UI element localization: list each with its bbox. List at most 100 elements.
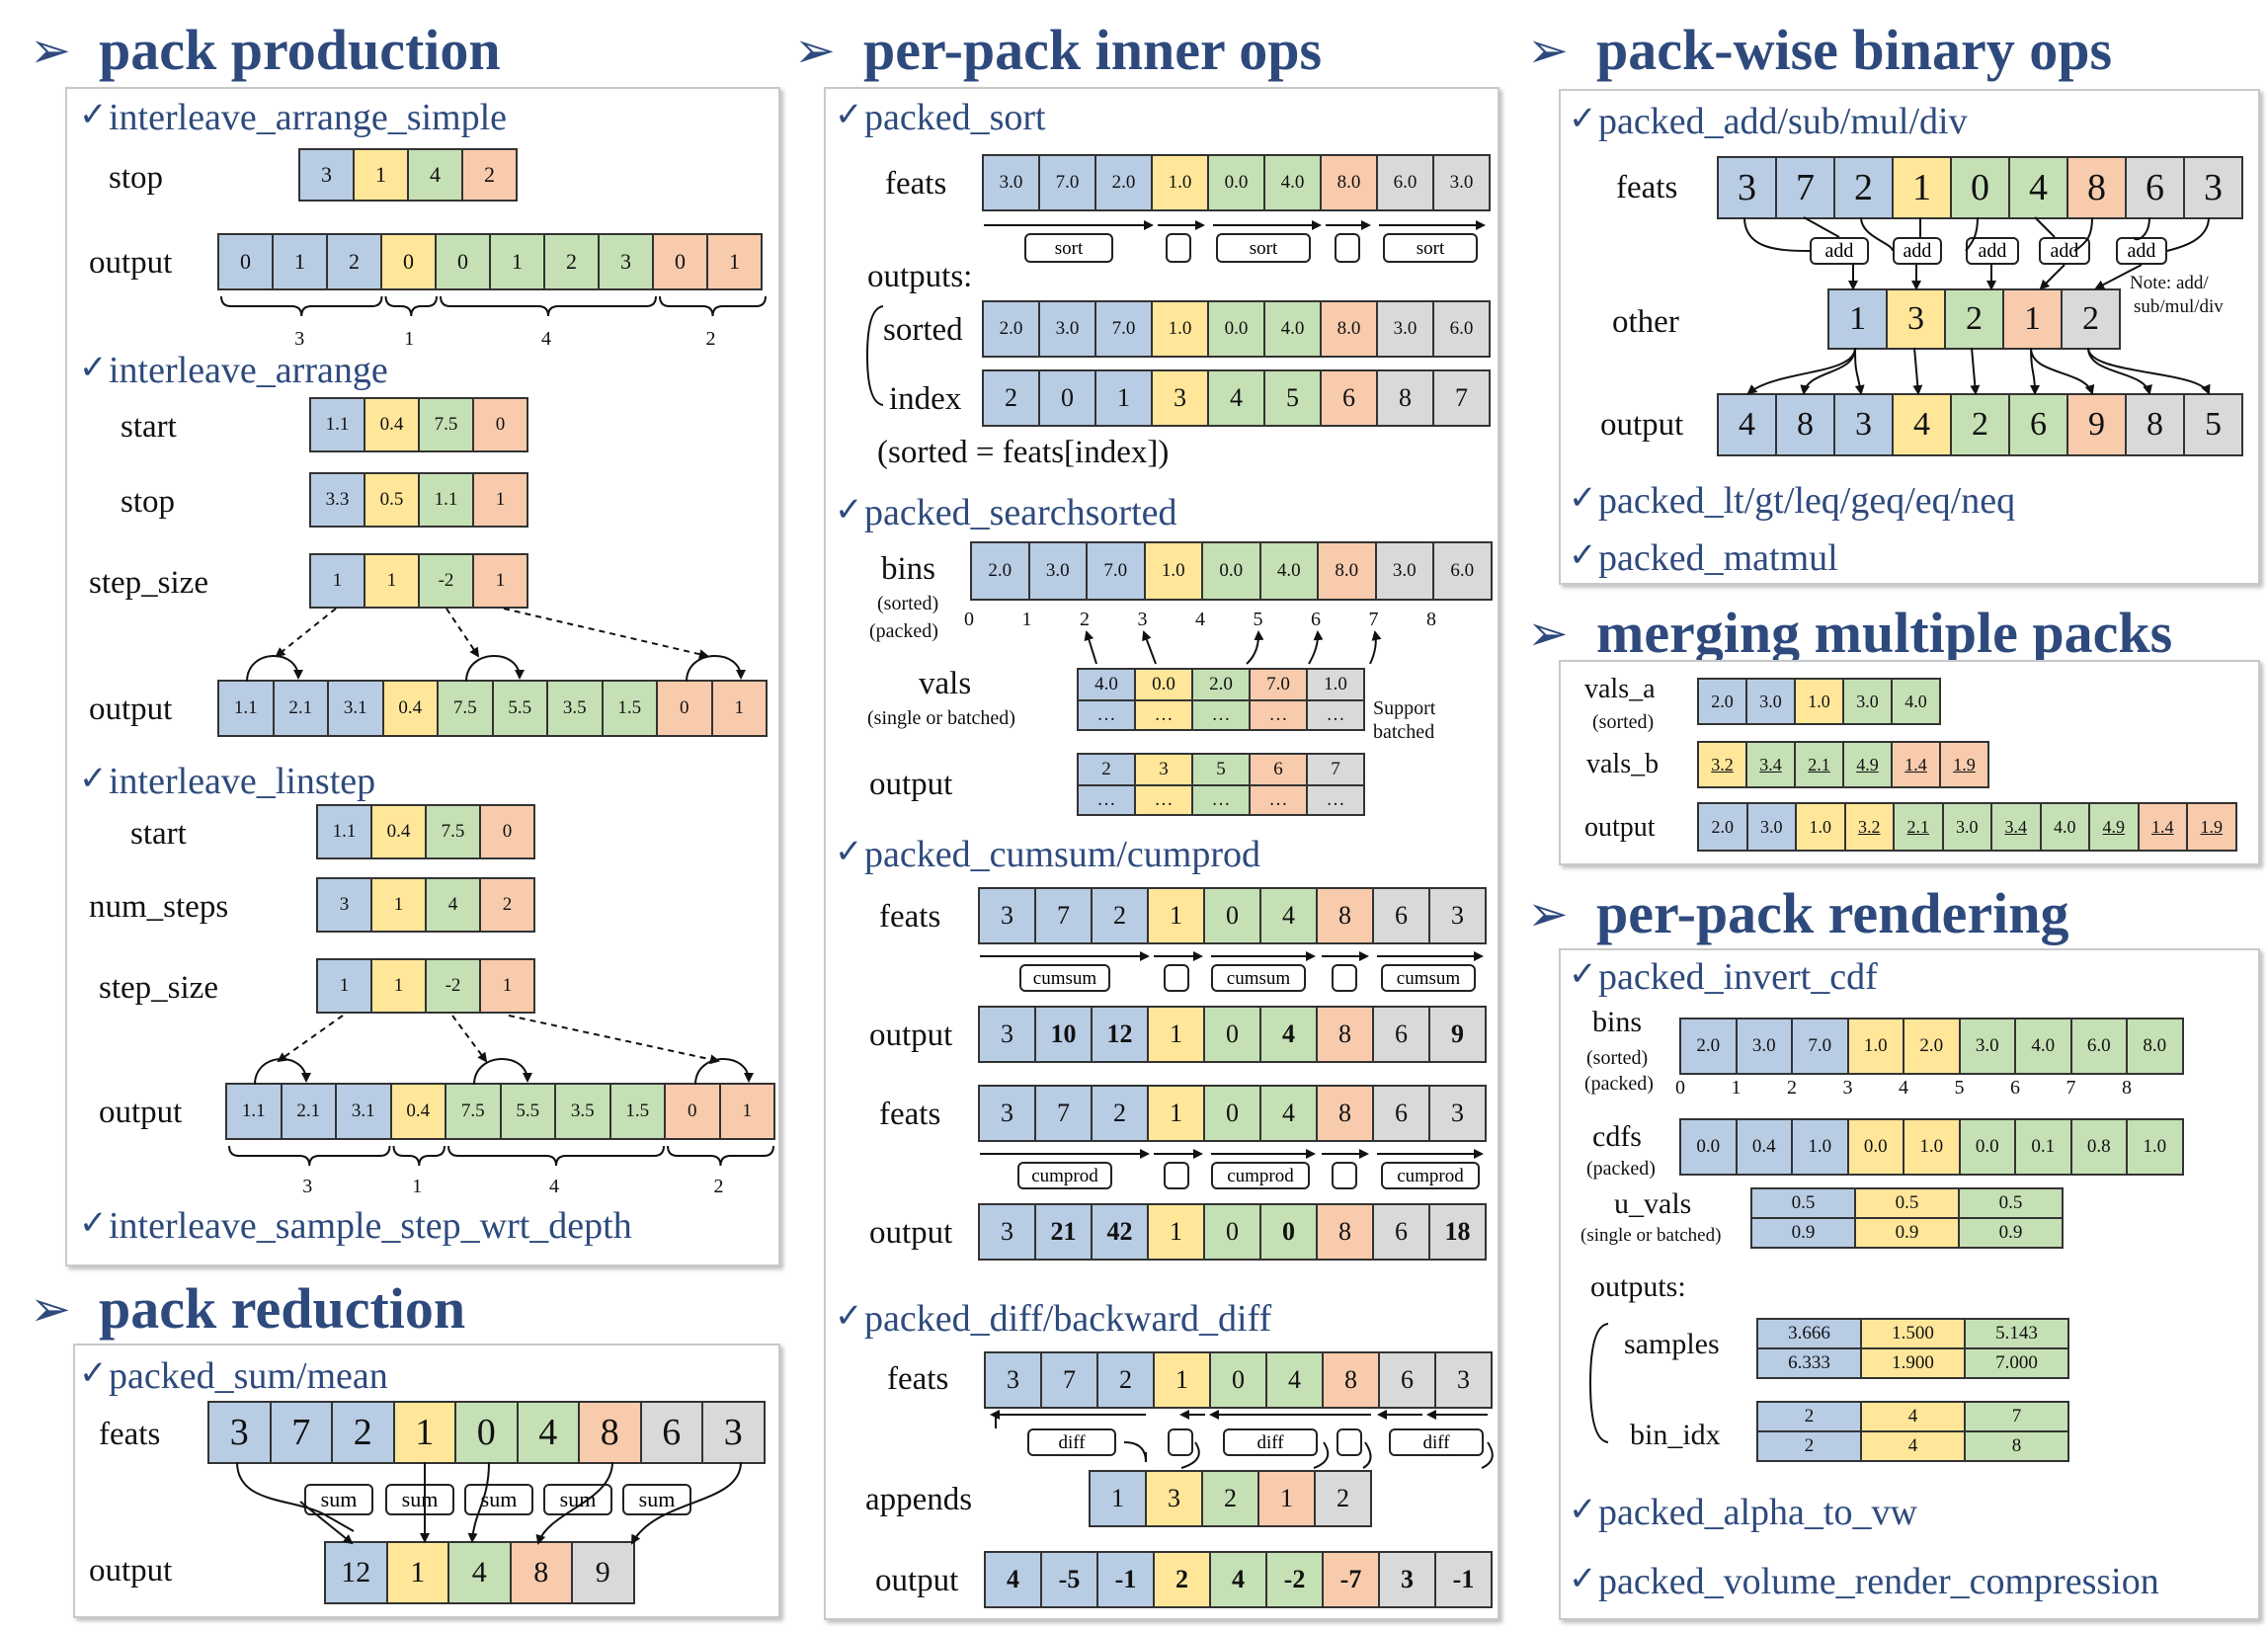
cell: 1.0 bbox=[2128, 1120, 2184, 1176]
cell: 21 bbox=[1036, 1205, 1093, 1261]
cell: 0.5 bbox=[1856, 1189, 1960, 1219]
op-box: cumsum bbox=[1211, 964, 1306, 992]
op-box bbox=[1164, 1162, 1189, 1189]
cell: … bbox=[1079, 786, 1136, 816]
cell: 7.000 bbox=[1966, 1349, 2069, 1379]
cell: 7 bbox=[1042, 1353, 1098, 1409]
cell: 4 bbox=[518, 1403, 580, 1464]
cell: 3.3 bbox=[311, 474, 365, 528]
cell: … bbox=[1079, 701, 1136, 731]
cell: 1.9 bbox=[2188, 804, 2237, 852]
cell: 8 bbox=[1378, 371, 1434, 427]
cell: 1 bbox=[1149, 889, 1205, 944]
cell: 8 bbox=[580, 1403, 642, 1464]
cell: 0.0 bbox=[1681, 1120, 1738, 1176]
cell: 2 bbox=[1758, 1403, 1862, 1432]
cell-row: 0.5 0.5 0.5 bbox=[1750, 1187, 2064, 1219]
index-label: 2 bbox=[1080, 609, 1090, 630]
cell: 5 bbox=[1193, 755, 1251, 786]
cell: 2 bbox=[1316, 1472, 1372, 1527]
arrowhead-icon: ➢ bbox=[30, 1281, 71, 1337]
cell: 2 bbox=[1079, 755, 1136, 786]
section-title: merging multiple packs bbox=[1596, 601, 2173, 665]
cell: 5 bbox=[1265, 371, 1322, 427]
cell: 2.1 bbox=[274, 682, 329, 737]
cell: 1 bbox=[1091, 1472, 1147, 1527]
cell: 1.900 bbox=[1862, 1349, 1966, 1379]
cell: 1.0 bbox=[1904, 1120, 1961, 1176]
cell: 42 bbox=[1093, 1205, 1149, 1261]
cell: 3.0 bbox=[1747, 804, 1797, 852]
cell: 0 bbox=[219, 235, 274, 290]
cell: 2 bbox=[1946, 290, 2004, 350]
cell: 0.0 bbox=[1209, 156, 1265, 211]
cell: 3 bbox=[1136, 755, 1193, 786]
cell: 3 bbox=[980, 1205, 1036, 1261]
row-label: u_vals bbox=[1614, 1187, 1692, 1220]
row-label: output bbox=[89, 1553, 173, 1589]
cell: 1 bbox=[1155, 1353, 1211, 1409]
cell: 4 bbox=[409, 150, 463, 202]
cell-row: 3.0 7.0 2.0 1.0 0.0 4.0 8.0 6.0 3.0 bbox=[982, 154, 1491, 211]
cell: 1 bbox=[708, 235, 763, 290]
index-label: 0 bbox=[1675, 1077, 1685, 1099]
cell-row: 4 -5 -1 2 4 -2 -7 3 -1 bbox=[984, 1551, 1493, 1608]
row-label: vals_b bbox=[1586, 749, 1660, 779]
cell: 6.0 bbox=[1434, 543, 1493, 601]
cell: 0.0 bbox=[1960, 1120, 2016, 1176]
op-title: interleave_arrange bbox=[109, 350, 388, 391]
cell-row: 0.0 0.4 1.0 0.0 1.0 0.0 0.1 0.8 1.0 bbox=[1679, 1118, 2184, 1176]
index-label: 6 bbox=[2010, 1077, 2020, 1099]
cell: 0 bbox=[382, 235, 437, 290]
cell: 8 bbox=[2068, 158, 2127, 219]
op-box: diff bbox=[1027, 1428, 1116, 1456]
cell: 0.5 bbox=[1960, 1189, 2064, 1219]
cell: 6.0 bbox=[1378, 156, 1434, 211]
cell: 3 bbox=[980, 889, 1036, 944]
cell: 1 bbox=[1149, 1205, 1205, 1261]
row-label: cdfs bbox=[1592, 1120, 1642, 1153]
row-label: feats bbox=[885, 166, 947, 202]
op-title: packed_cumsum/cumprod bbox=[864, 834, 1261, 875]
cell: 1.5 bbox=[603, 682, 658, 737]
checkmark-icon: ✓ bbox=[835, 97, 863, 133]
row-label: start bbox=[130, 816, 187, 852]
brace-label: 1 bbox=[404, 328, 415, 350]
cell: 1.4 bbox=[2139, 804, 2188, 852]
cell: 8 bbox=[1324, 1353, 1380, 1409]
op-box bbox=[1336, 1428, 1362, 1456]
cell: 7.5 bbox=[420, 399, 474, 452]
cell: 4.9 bbox=[1844, 743, 1893, 788]
row-label: vals bbox=[919, 666, 972, 701]
cell: 7.0 bbox=[1251, 670, 1308, 701]
cell: 0.9 bbox=[1856, 1219, 1960, 1249]
cell: 8.0 bbox=[1319, 543, 1377, 601]
op-box: sum bbox=[304, 1484, 373, 1515]
cell: 7 bbox=[1777, 158, 1835, 219]
cell: 2 bbox=[1098, 1353, 1155, 1409]
cell: 3.1 bbox=[337, 1085, 392, 1140]
cell: … bbox=[1251, 786, 1308, 816]
row-label: (sorted = feats[index]) bbox=[877, 435, 1170, 470]
cell: 3 bbox=[1835, 395, 1894, 456]
checkmark-icon: ✓ bbox=[79, 1355, 108, 1392]
op-box bbox=[1332, 1162, 1357, 1189]
cell: 7.0 bbox=[1088, 543, 1146, 601]
cell: 0 bbox=[481, 806, 535, 859]
cell: 2.1 bbox=[1895, 804, 1944, 852]
cell: 3.0 bbox=[1747, 680, 1796, 725]
row-label: output bbox=[869, 1018, 953, 1053]
cell: 2.0 bbox=[1904, 1019, 1961, 1075]
section-title: pack production bbox=[99, 18, 501, 82]
cell: 1.0 bbox=[1308, 670, 1365, 701]
op-box: add bbox=[1810, 237, 1869, 265]
row-sublabel: Support bbox=[1373, 697, 1436, 719]
cell: 6 bbox=[1374, 1008, 1430, 1063]
cell: 3.0 bbox=[1378, 302, 1434, 358]
cell: 2 bbox=[328, 235, 382, 290]
checkmark-icon: ✓ bbox=[1569, 480, 1597, 517]
